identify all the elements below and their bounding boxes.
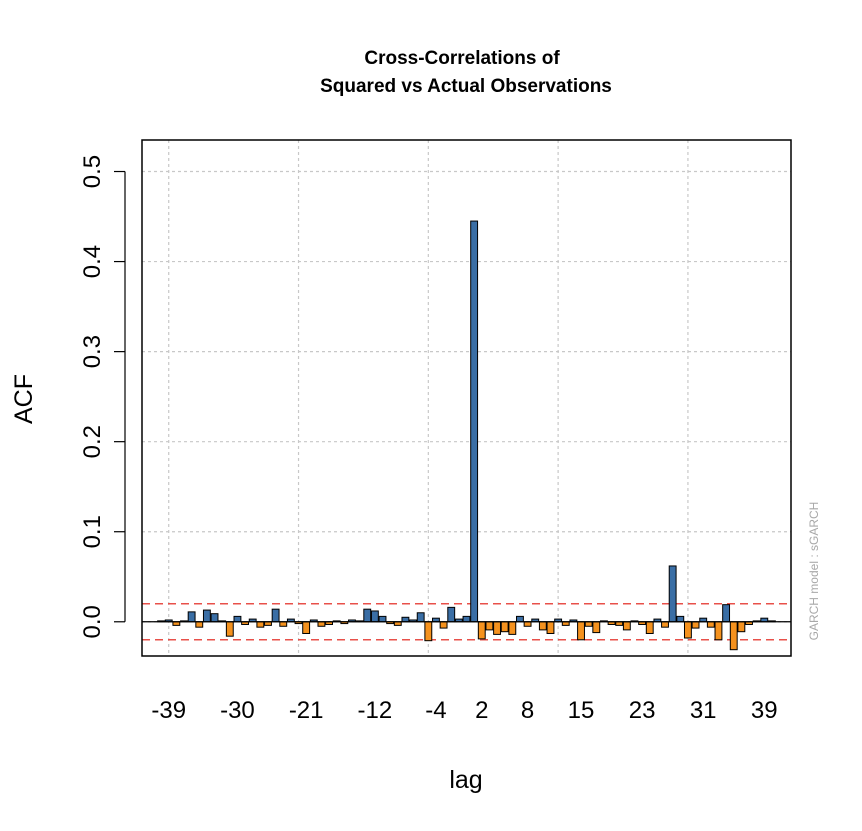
y-tick-label-5: 0.5 [79, 155, 106, 188]
y-tick-label-0: 0.0 [79, 605, 106, 638]
x-tick-label-5: 2 [475, 697, 488, 724]
bar-lag-27 [668, 565, 677, 623]
x-tick-label-7: 15 [568, 697, 595, 724]
bar-lag-17 [592, 621, 601, 634]
bar-lag--30 [233, 615, 242, 623]
x-axis: -39 -30 -21 -12 -4 2 8 15 23 31 39 [151, 697, 777, 724]
bar-lag-35 [729, 621, 738, 651]
x-tick-label-6: 8 [521, 697, 534, 724]
bar-lag--21 [302, 621, 311, 634]
bar-lag-32 [706, 621, 715, 628]
y-axis-label: ACF [10, 374, 38, 424]
plot-frame [141, 139, 792, 657]
bar-lag-5 [500, 621, 509, 633]
bar-lag-34 [722, 604, 731, 623]
bar-lag--34 [202, 609, 211, 623]
x-tick-label-3: -12 [358, 697, 393, 724]
bar-lag--8 [401, 616, 410, 623]
y-tick-label-3: 0.3 [79, 335, 106, 368]
bar-lag--36 [187, 611, 196, 623]
bar-lag-24 [645, 621, 654, 634]
x-tick-label-0: -39 [151, 697, 186, 724]
x-axis-label: lag [449, 766, 482, 794]
y-tick-label-4: 0.4 [79, 245, 106, 278]
bar-lag-1 [470, 220, 479, 623]
bar-lag--33 [210, 613, 219, 623]
confidence-band [142, 603, 791, 641]
bar-lag-7 [516, 615, 524, 623]
bar-lag-36 [737, 621, 746, 633]
x-tick-label-2: -21 [289, 697, 324, 724]
x-tick-label-9: 31 [690, 697, 717, 724]
x-tick-label-1: -30 [220, 697, 255, 724]
bar-lag-0 [462, 615, 471, 623]
bar-lag--5 [424, 621, 433, 642]
bar-lag-16 [584, 621, 593, 627]
bar-lag--31 [225, 621, 234, 637]
bar-lag-29 [683, 621, 692, 639]
bar-lag-21 [622, 621, 631, 631]
bar-lag--2 [447, 606, 456, 623]
bar-lag-30 [691, 621, 700, 629]
x-tick-label-10: 39 [751, 697, 778, 724]
bar-lag-4 [493, 621, 501, 635]
chart-title-line1: Cross-Correlations of [364, 48, 560, 69]
chart-title-line2: Squared vs Actual Observations [320, 76, 612, 97]
y-tick-label-2: 0.2 [79, 425, 106, 458]
bar-lag--19 [317, 621, 326, 627]
bar-lag-33 [714, 621, 723, 641]
bar-lag--6 [416, 612, 425, 623]
bar-lag-11 [546, 621, 555, 634]
bar-lag-26 [661, 621, 669, 628]
model-watermark: GARCH model : sGARCH [807, 502, 821, 641]
x-tick-label-8: 23 [629, 697, 656, 724]
bar-lag--12 [370, 610, 379, 623]
bar-lag-8 [523, 621, 532, 627]
y-tick-label-1: 0.1 [79, 515, 106, 548]
bar-lag-6 [508, 621, 517, 635]
bar-lag--24 [279, 621, 288, 627]
bar-lag--27 [256, 621, 265, 628]
bar-lag--3 [439, 621, 448, 629]
bar-lag--35 [195, 621, 204, 628]
bar-lag--25 [271, 608, 280, 623]
grid-lines [142, 140, 791, 656]
bar-lag-3 [485, 621, 494, 631]
bar-lag-15 [577, 621, 585, 641]
y-axis: 0.0 0.1 0.2 0.3 0.4 0.5 [79, 155, 126, 638]
bar-lag-10 [538, 621, 547, 631]
bar-lag--11 [378, 615, 387, 623]
bars [157, 220, 776, 651]
bar-lag-2 [477, 621, 486, 640]
x-tick-label-4: -4 [425, 697, 446, 724]
bar-lag--13 [363, 608, 372, 623]
bar-lag-28 [676, 615, 685, 623]
